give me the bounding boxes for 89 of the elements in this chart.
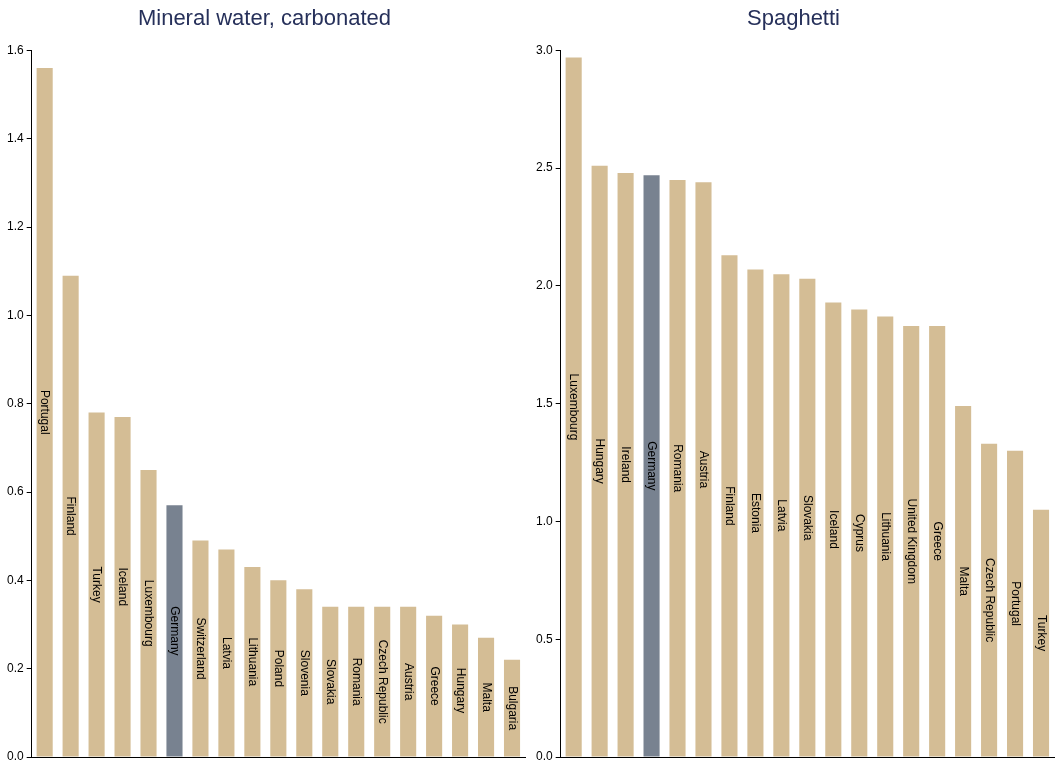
y-tick-label: 0.0 — [535, 749, 553, 764]
bar — [270, 580, 287, 757]
y-tick-label: 1.4 — [6, 131, 24, 146]
x-tick-label: Portugal — [38, 389, 53, 435]
bar — [799, 278, 816, 757]
y-tick-label: 0.6 — [6, 484, 24, 499]
x-tick-label: Turkey — [1034, 614, 1049, 652]
bar — [695, 182, 712, 757]
y-tick-label: 1.0 — [535, 513, 553, 528]
x-tick-label: Germany — [168, 606, 183, 656]
bar — [851, 309, 868, 757]
bar — [877, 316, 894, 757]
x-tick-label: Austria — [697, 450, 712, 489]
bar — [218, 549, 235, 757]
y-tick-label: 1.6 — [6, 42, 24, 57]
y-tick-label: 0.8 — [6, 396, 24, 411]
x-tick-label: Luxembourg — [142, 579, 157, 647]
y-tick-label: 0.5 — [535, 631, 553, 646]
bar — [1007, 450, 1024, 757]
x-tick-label: Hungary — [453, 667, 468, 714]
x-tick-label: Slovakia — [323, 658, 338, 705]
y-tick-label: 2.5 — [535, 160, 553, 175]
x-tick-label: Latvia — [775, 499, 790, 532]
y-tick-label: 1.5 — [535, 396, 553, 411]
bar — [981, 443, 998, 757]
y-tick-label: 0.2 — [6, 660, 24, 675]
y-tick-label: 0.0 — [6, 749, 24, 764]
x-tick-label: Czech Republic — [982, 558, 997, 643]
bar — [1032, 509, 1050, 757]
bar — [192, 540, 209, 757]
bar — [166, 505, 183, 757]
bar — [296, 589, 313, 757]
y-tick-label: 0.4 — [6, 572, 24, 587]
bar — [591, 165, 608, 757]
x-tick-label: Greece — [427, 666, 442, 707]
bar — [400, 606, 417, 757]
bar — [36, 68, 53, 757]
y-tick-label: 3.0 — [535, 42, 553, 57]
x-tick-label: Poland — [272, 649, 287, 688]
bar — [825, 302, 842, 757]
x-tick-label: Malta — [479, 682, 494, 713]
y-tick-label: 2.0 — [535, 278, 553, 293]
x-tick-label: Switzerland — [194, 617, 209, 680]
x-tick-label: Germany — [645, 441, 660, 491]
x-tick-label: Finland — [723, 486, 738, 526]
bar — [114, 416, 131, 757]
bar — [140, 469, 157, 757]
x-tick-label: Slovenia — [297, 649, 312, 697]
x-tick-label: Lithuania — [878, 512, 893, 562]
x-tick-label: Romania — [349, 657, 364, 707]
x-tick-label: Czech Republic — [375, 639, 390, 724]
x-tick-label: United Kingdom — [904, 498, 919, 584]
bar — [773, 274, 790, 757]
x-tick-label: Greece — [930, 521, 945, 562]
bar — [643, 175, 660, 757]
x-tick-label: Cyprus — [852, 513, 867, 552]
bar — [721, 255, 738, 757]
bar — [929, 325, 946, 757]
x-tick-label: Ireland — [619, 446, 634, 484]
bar — [88, 412, 105, 757]
bar — [478, 637, 495, 757]
x-tick-label: Austria — [401, 662, 416, 701]
x-tick-label: Estonia — [749, 492, 764, 534]
y-tick-label: 1.0 — [6, 307, 24, 322]
x-tick-label: Bulgaria — [505, 686, 520, 731]
x-tick-label: Malta — [956, 566, 971, 597]
x-tick-label: Hungary — [593, 438, 608, 484]
x-tick-label: Romania — [671, 444, 686, 493]
x-tick-label: Slovakia — [801, 495, 816, 541]
x-tick-label: Iceland — [826, 510, 841, 549]
bar — [903, 325, 920, 757]
x-tick-label: Finland — [64, 496, 79, 536]
chart-title: Spaghetti — [747, 5, 840, 31]
bar — [244, 567, 261, 757]
bar — [955, 406, 972, 757]
bar — [669, 179, 686, 757]
x-tick-label: Latvia — [220, 636, 235, 670]
chart-title: Mineral water, carbonated — [137, 5, 392, 31]
x-tick-label: Turkey — [90, 566, 105, 603]
bar — [426, 615, 443, 757]
bar — [617, 172, 634, 757]
bar — [747, 269, 764, 757]
x-tick-label: Luxembourg — [567, 373, 582, 441]
x-tick-label: Lithuania — [246, 637, 261, 687]
x-tick-label: Portugal — [1008, 581, 1023, 626]
x-tick-label: Iceland — [116, 567, 131, 607]
bar — [62, 275, 79, 757]
bar — [565, 57, 582, 757]
y-tick-label: 1.2 — [6, 219, 24, 234]
